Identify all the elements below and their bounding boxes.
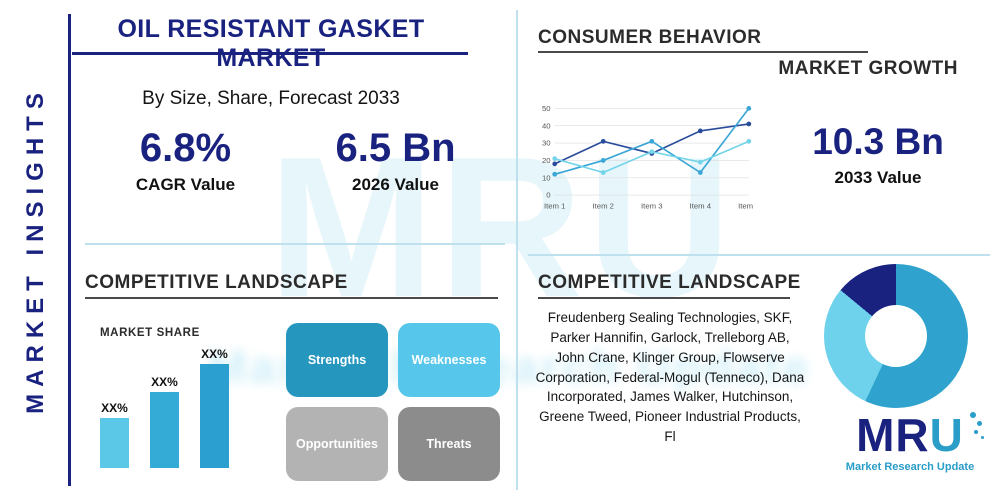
x-axis-tick-label: Item 5 [738, 202, 754, 211]
value-2026-stat: 6.5 Bn 2026 Value [313, 126, 478, 195]
market-share-bar-chart: XX% XX% XX% [100, 344, 280, 468]
companies-list-text: Freudenberg Sealing Technologies, SKF, P… [535, 310, 805, 445]
cagr-value: 6.8% [139, 126, 232, 170]
cagr-stat: 6.8% CAGR Value [103, 126, 268, 195]
bar-value-label: XX% [101, 401, 128, 415]
market-share-title: MARKET SHARE [100, 327, 200, 339]
y-axis-tick-label: 30 [542, 139, 551, 148]
bar-column: XX% [150, 375, 179, 468]
competitive-landscape-right-underline [538, 297, 790, 299]
sidebar: MARKET INSIGHTS [4, 0, 68, 500]
x-axis-tick-label: Item 3 [641, 202, 663, 211]
consumer-behavior-underline [538, 51, 868, 53]
bar [100, 418, 129, 468]
y-axis-tick-label: 10 [542, 173, 551, 182]
logo-letter-r: R [895, 409, 930, 461]
swot-opportunities-box: Opportunities [286, 407, 388, 481]
donut-chart [824, 264, 968, 408]
market-growth-heading: MARKET GROWTH [778, 58, 958, 79]
y-axis-tick-label: 20 [542, 156, 551, 165]
competitive-landscape-left-heading: COMPETITIVE LANDSCAPE [85, 272, 348, 293]
title-underline [72, 52, 468, 55]
y-axis-tick-label: 0 [546, 191, 550, 200]
line-chart-svg: 0 10 20 30 40 50 Item 1 Item 2 Item 3 Item 4 Item … [542, 104, 760, 211]
value-2026: 6.5 Bn [335, 126, 456, 170]
cagr-label: CAGR Value [135, 175, 236, 194]
consumer-behavior-heading: CONSUMER BEHAVIOR [538, 27, 762, 48]
line-marker [552, 156, 558, 162]
bar-column: XX% [100, 401, 129, 468]
bar [150, 392, 179, 468]
logo-dot-icon [969, 412, 976, 418]
line-marker [552, 161, 558, 167]
value-2033-stat: 10.3 Bn 2033 Value [788, 121, 968, 188]
page-title: OIL RESISTANT GASKET MARKET [117, 15, 425, 72]
line-marker [697, 170, 703, 175]
x-axis-tick-label: Item 4 [690, 202, 712, 211]
line-marker [746, 121, 752, 127]
swot-grid: Strengths Weaknesses Opportunities Threa… [286, 323, 500, 481]
line-series-navy-series [554, 123, 749, 165]
logo-letter-m: M [856, 409, 896, 461]
bar [200, 364, 229, 468]
sidebar-divider-line [68, 14, 71, 486]
competitive-landscape-left-underline [85, 297, 498, 299]
horizontal-divider-right [528, 254, 990, 256]
bar-column: XX% [200, 347, 229, 468]
x-axis-tick-label: Item 1 [544, 202, 566, 211]
value-2033: 10.3 Bn [812, 121, 944, 162]
bar-value-label: XX% [201, 347, 228, 361]
line-marker [746, 105, 752, 111]
line-marker [697, 159, 703, 165]
y-axis-tick-label: 50 [542, 104, 551, 113]
line-marker [600, 138, 606, 144]
swot-threats-box: Threats [398, 407, 500, 481]
line-marker [552, 171, 558, 177]
value-2026-label: 2026 Value [352, 175, 439, 194]
vertical-divider [516, 10, 518, 490]
logo-dot-icon [976, 421, 982, 426]
x-axis-tick-label: Item 2 [592, 202, 614, 211]
line-marker [649, 138, 655, 144]
value-2033-label: 2033 Value [834, 167, 922, 187]
logo-dot-icon [973, 430, 978, 434]
logo-letter-u: U [929, 409, 964, 461]
line-marker [600, 158, 606, 163]
logo-dot-icon [980, 436, 984, 439]
swot-weaknesses-box: Weaknesses [398, 323, 500, 397]
market-growth-line-chart: 0 10 20 30 40 50 Item 1 Item 2 Item 3 Item 4 Item … [532, 100, 760, 220]
horizontal-divider-left [85, 243, 505, 245]
logo-tagline: Market Research Update [845, 461, 975, 473]
line-marker [649, 149, 655, 155]
sidebar-vertical-title: MARKET INSIGHTS [22, 86, 50, 414]
line-marker [697, 128, 703, 134]
mru-logo: MRU Market Research Update [826, 412, 994, 473]
line-marker [746, 138, 752, 144]
competitive-landscape-right-heading: COMPETITIVE LANDSCAPE [538, 272, 801, 293]
mru-logo-letters: MRU [856, 409, 984, 461]
swot-strengths-box: Strengths [286, 323, 388, 397]
page-subtitle: By Size, Share, Forecast 2033 [142, 88, 400, 109]
line-marker [600, 170, 606, 175]
watermark-text: MRU [268, 116, 736, 339]
bar-value-label: XX% [151, 375, 178, 389]
y-axis-tick-label: 40 [542, 121, 551, 130]
